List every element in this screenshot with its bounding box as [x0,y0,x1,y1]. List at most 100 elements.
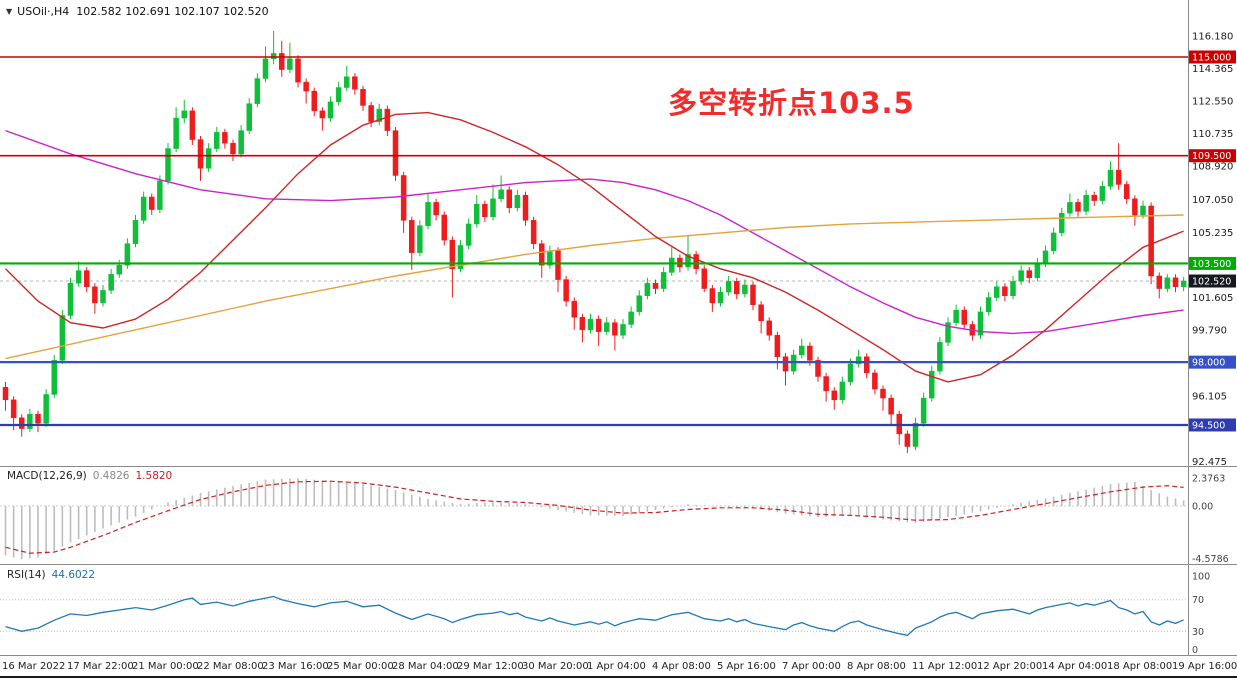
candlesticks [2,30,1187,454]
candle-body [417,225,423,253]
candle-body [847,363,854,383]
candle-body [457,245,464,270]
candle-body [522,194,529,221]
candle-body [230,142,236,155]
svg-text:108.920: 108.920 [1192,162,1233,173]
one-click-trading-arrow[interactable]: ▼ [6,7,13,16]
candle-body [717,291,724,304]
candle-body [465,223,472,246]
candle-body [303,81,309,92]
svg-text:19 Apr 16:00: 19 Apr 16:00 [1172,661,1237,672]
price-axis[interactable]: 116.180 114.365 112.550 110.735 108.920 107.0… [1189,31,1236,468]
macd-signal-line [5,480,1184,554]
candle-body [189,110,196,140]
candle-body [116,264,122,275]
symbol-info: ▼ USOil·,H4 102.582 102.691 102.107 102.52… [6,5,269,18]
candle-body [1099,185,1106,201]
svg-text:12 Apr 20:00: 12 Apr 20:00 [977,661,1042,672]
candle-body [904,433,911,447]
svg-text:107.050: 107.050 [1192,195,1233,206]
candle-body [620,324,626,336]
candle-body [961,309,967,325]
svg-text:30 Mar 20:00: 30 Mar 20:00 [522,661,589,672]
svg-text:2.3763: 2.3763 [1192,473,1225,484]
candle-body [214,132,220,149]
candle-body [855,356,862,365]
svg-text:17 Mar 22:00: 17 Mar 22:00 [67,661,134,672]
candle-body [43,394,49,424]
candle-body [311,90,317,112]
candle-body [669,257,675,273]
candle-body [279,53,285,70]
candle-body [344,76,350,88]
candle-body [409,220,415,253]
svg-text:25 Mar 00:00: 25 Mar 00:00 [327,661,394,672]
rsi-line [5,595,1184,637]
candle-body [51,360,57,395]
candle-body [173,117,179,149]
candle-body [498,189,504,200]
candle-body [1140,205,1146,216]
candle-body [571,300,577,318]
indicator-axes[interactable]: 2.3763 0.00 -4.5786 100 70 30 0 [1192,473,1229,656]
candle-body [108,273,114,291]
candle-body [945,322,951,343]
candle-body [636,295,642,313]
svg-text:100: 100 [1192,572,1210,583]
candle-body [652,282,659,289]
candle-body [563,279,569,302]
candle-body [1002,286,1008,296]
price-tag-115.000 [1189,50,1236,64]
macd-indicator-label: MACD(12,26,9) 0.4826 1.5820 [7,470,172,482]
candle-body [75,270,82,284]
candle-body [742,284,748,295]
svg-text:-4.5786: -4.5786 [1192,554,1229,565]
candle-body [327,101,334,119]
candle-body [1059,212,1065,234]
candle-body [953,309,959,323]
svg-text:8 Apr 08:00: 8 Apr 08:00 [847,661,906,672]
candle-body [27,413,33,429]
candle-body [685,254,691,268]
candle-body [612,322,618,336]
candle-body [1083,194,1089,212]
candle-body [912,422,919,447]
candle-body [295,58,301,83]
svg-text:23 Mar 16:00: 23 Mar 16:00 [262,661,329,672]
candle-body [165,148,171,182]
candle-body [2,387,9,401]
svg-text:29 Mar 12:00: 29 Mar 12:00 [457,661,524,672]
candle-body [807,345,813,361]
candle-body [929,370,935,399]
candle-body [872,372,878,390]
rsi-value: 44.6022 [51,569,96,581]
candle-body [864,356,870,374]
candle-body [1075,202,1081,212]
svg-text:112.550: 112.550 [1192,96,1233,107]
candle-body [539,243,545,266]
candle-body [595,318,602,332]
ohlc-values: 102.582 102.691 102.107 102.520 [76,5,269,18]
candle-body [587,318,594,331]
svg-text:116.180: 116.180 [1192,31,1233,42]
candle-body [84,270,90,288]
svg-text:22 Mar 08:00: 22 Mar 08:00 [197,661,264,672]
candle-body [709,288,716,304]
candle-body [352,76,358,90]
candle-body [815,360,821,377]
svg-text:92.475: 92.475 [1192,457,1227,468]
svg-text:70: 70 [1192,595,1204,606]
candle-body [59,315,66,361]
svg-text:103.500: 103.500 [1192,259,1231,270]
candle-body [1132,198,1138,216]
price-tag-98.000 [1189,355,1236,369]
ma-magenta [5,129,1184,335]
svg-text:110.735: 110.735 [1192,129,1233,140]
candle-body [392,130,399,176]
candle-body [831,390,837,401]
candle-body [384,108,391,131]
candle-body [506,189,512,209]
svg-text:0: 0 [1192,645,1198,656]
